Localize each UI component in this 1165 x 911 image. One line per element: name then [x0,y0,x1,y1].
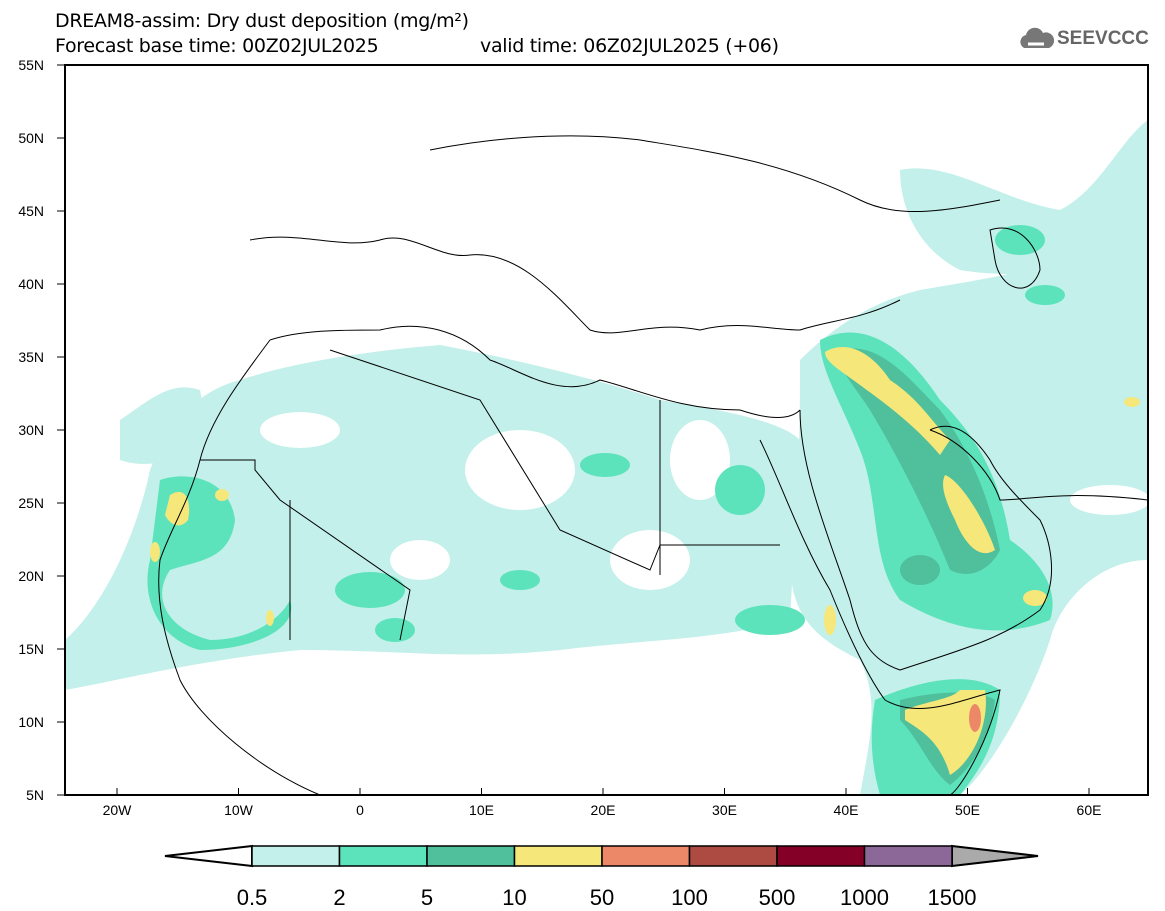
map-title: DREAM8-assim: Dry dust deposition (mg/m²… [55,10,469,32]
colorbar-level-label: 0.5 [236,885,268,910]
colorbar-swatch [688,845,778,867]
colorbar-swatch [776,845,866,867]
lat-label: 55N [18,57,44,73]
lat-label: 35N [18,349,44,365]
colorbar-swatch [338,845,428,867]
colorbar-level-label: 10 [502,885,527,910]
lat-label: 25N [18,495,44,511]
logo-text: SEEVCCC [1057,28,1149,49]
lat-label: 30N [18,422,44,438]
colorbar-level-label: 500 [758,885,796,910]
lon-label: 0 [356,802,364,818]
cloud-icon [1020,27,1054,48]
lat-label: 20N [18,568,44,584]
lat-label: 45N [18,203,44,219]
colorbar-level-label: 50 [589,885,615,910]
coastlines [158,135,1148,795]
lon-label: 60E [1077,802,1102,818]
lon-label: 10W [224,802,254,818]
lon-label: 20E [591,802,616,818]
colorbar-swatch [513,845,603,867]
forecast-base-time: Forecast base time: 00Z02JUL2025 [55,35,379,57]
colorbar-swatch [863,845,953,867]
lon-label: 50E [955,802,980,818]
seevccc-logo: SEEVCCC [1018,26,1149,52]
lat-label: 15N [18,641,44,657]
lon-label: 30E [712,802,737,818]
colorbar-swatch [601,845,691,867]
colorbar-level-label: 2 [333,885,346,910]
colorbar-swatch [426,845,516,867]
colorbar-over-arrow [951,844,1039,868]
lon-label: 40E [834,802,859,818]
colorbar-level-label: 100 [671,885,708,910]
colorbar [164,844,1039,868]
lat-label: 10N [18,714,44,730]
dust-field [65,120,1148,795]
lat-label: 50N [18,130,44,146]
lat-label: 5N [26,787,44,803]
colorbar-level-label: 1000 [840,885,889,910]
colorbar-level-label: 1500 [927,885,977,910]
valid-time: valid time: 06Z02JUL2025 (+06) [480,35,779,57]
colorbar-under-arrow [164,844,253,868]
peak-deposition-area [969,704,981,732]
colorbar-swatch [251,845,341,867]
lon-label: 20W [103,802,133,818]
lon-label: 10E [469,802,494,818]
colorbar-level-label: 5 [420,885,434,910]
lat-label: 40N [18,276,44,292]
